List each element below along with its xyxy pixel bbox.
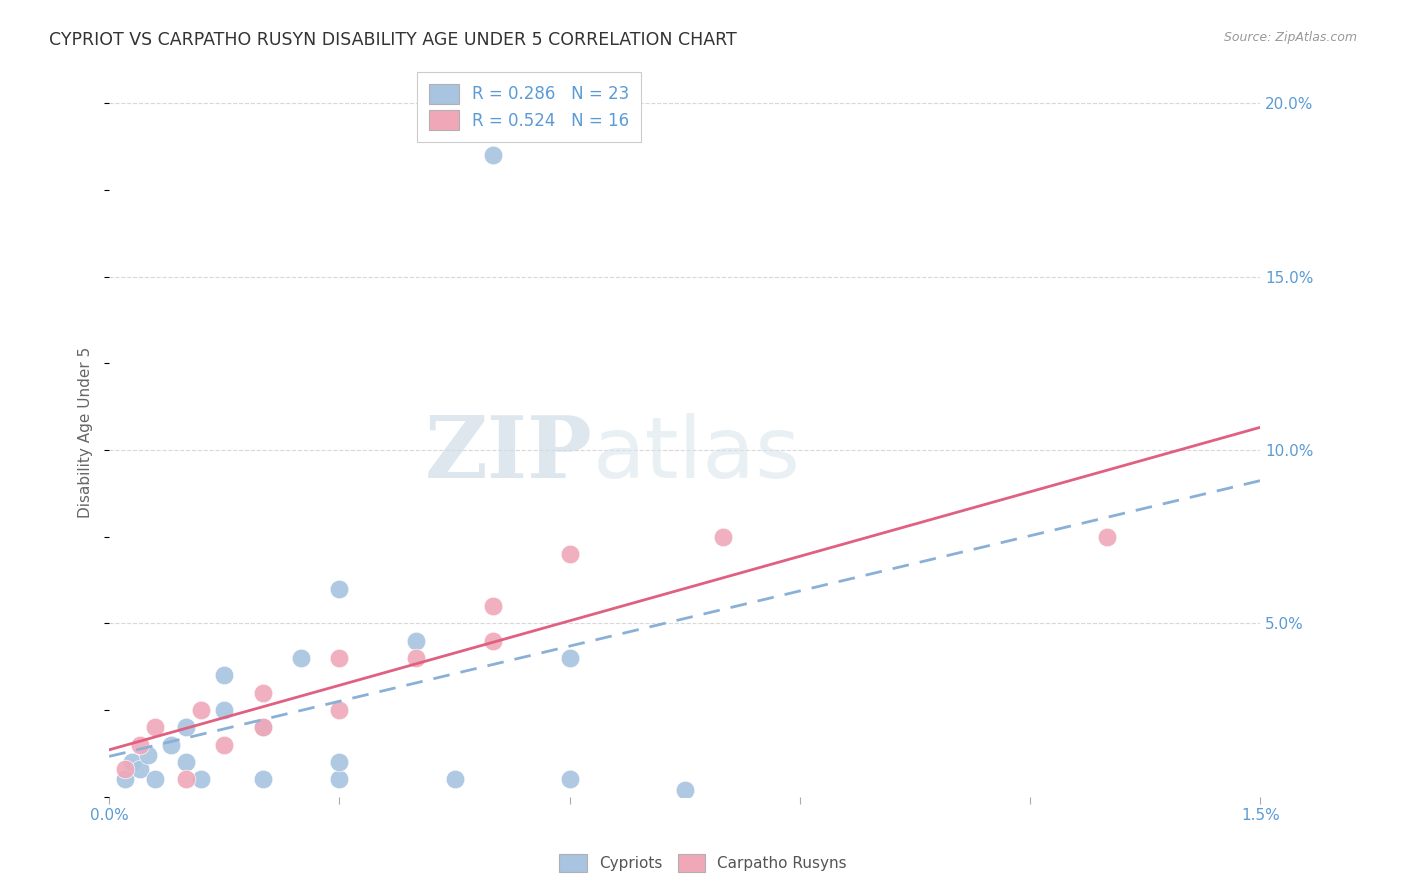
Point — [558, 547, 581, 561]
Y-axis label: Disability Age Under 5: Disability Age Under 5 — [79, 347, 93, 518]
Point — [558, 651, 581, 665]
Point — [252, 720, 274, 734]
Text: atlas: atlas — [593, 413, 801, 496]
Point — [190, 772, 212, 787]
Point — [121, 755, 143, 769]
Point — [482, 599, 505, 613]
Point — [558, 772, 581, 787]
Point — [174, 720, 197, 734]
Point — [174, 772, 197, 787]
Point — [328, 755, 350, 769]
Point — [482, 148, 505, 162]
Text: Source: ZipAtlas.com: Source: ZipAtlas.com — [1223, 31, 1357, 45]
Point — [143, 720, 166, 734]
Point — [252, 772, 274, 787]
Text: ZIP: ZIP — [425, 412, 593, 497]
Point — [252, 720, 274, 734]
Legend: Cypriots, Carpatho Rusyns: Cypriots, Carpatho Rusyns — [551, 846, 855, 880]
Point — [328, 651, 350, 665]
Point — [214, 738, 236, 752]
Point — [711, 530, 734, 544]
Point — [214, 703, 236, 717]
Point — [129, 762, 152, 776]
Point — [443, 772, 465, 787]
Text: CYPRIOT VS CARPATHO RUSYN DISABILITY AGE UNDER 5 CORRELATION CHART: CYPRIOT VS CARPATHO RUSYN DISABILITY AGE… — [49, 31, 737, 49]
Point — [143, 772, 166, 787]
Point — [482, 633, 505, 648]
Point — [290, 651, 312, 665]
Point — [114, 762, 136, 776]
Point — [405, 651, 427, 665]
Point — [174, 755, 197, 769]
Point — [190, 703, 212, 717]
Point — [328, 582, 350, 596]
Point — [252, 686, 274, 700]
Point — [405, 633, 427, 648]
Point — [328, 703, 350, 717]
Point — [1095, 530, 1118, 544]
Point — [129, 738, 152, 752]
Point — [328, 772, 350, 787]
Point — [214, 668, 236, 682]
Point — [114, 772, 136, 787]
Point — [136, 747, 159, 762]
Point — [159, 738, 181, 752]
Point — [673, 782, 696, 797]
Legend: R = 0.286   N = 23, R = 0.524   N = 16: R = 0.286 N = 23, R = 0.524 N = 16 — [418, 72, 641, 142]
